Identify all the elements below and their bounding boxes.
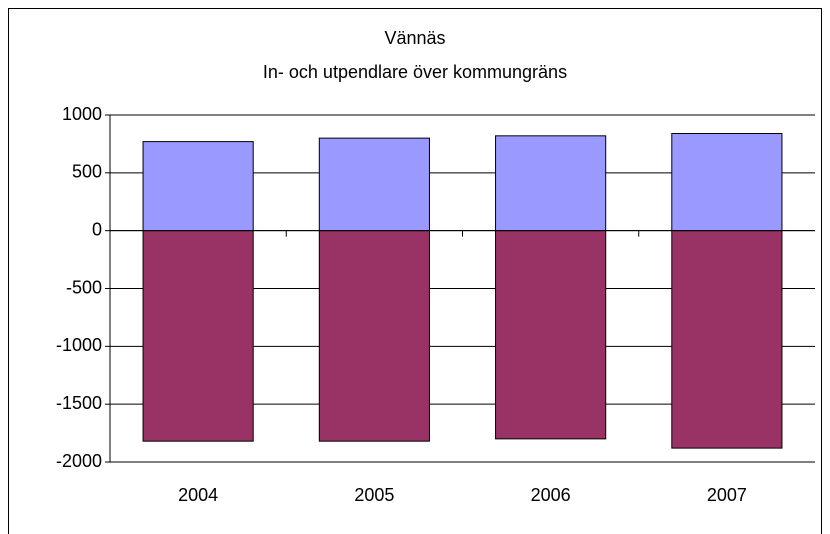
y-tick-label: -1000 <box>56 335 102 355</box>
chart-title: Vännäs <box>384 28 445 48</box>
x-tick-label: 2006 <box>531 485 571 505</box>
x-tick-label: 2007 <box>707 485 747 505</box>
bar <box>318 230 430 442</box>
y-tick-label: 500 <box>72 162 102 182</box>
x-tick-label: 2005 <box>354 485 394 505</box>
chart-subtitle: In- och utpendlare över kommungräns <box>263 62 567 82</box>
bar <box>142 230 254 442</box>
y-tick-label: 1000 <box>62 104 102 124</box>
bar <box>671 133 783 232</box>
bar <box>318 137 430 232</box>
bar <box>495 135 607 232</box>
bar <box>495 230 607 440</box>
y-tick-label: -2000 <box>56 451 102 471</box>
bar <box>671 230 783 449</box>
y-tick-label: 0 <box>92 219 102 239</box>
x-tick-label: 2004 <box>178 485 218 505</box>
y-tick-label: -500 <box>66 277 102 297</box>
bar <box>142 141 254 232</box>
y-tick-label: -1500 <box>56 393 102 413</box>
